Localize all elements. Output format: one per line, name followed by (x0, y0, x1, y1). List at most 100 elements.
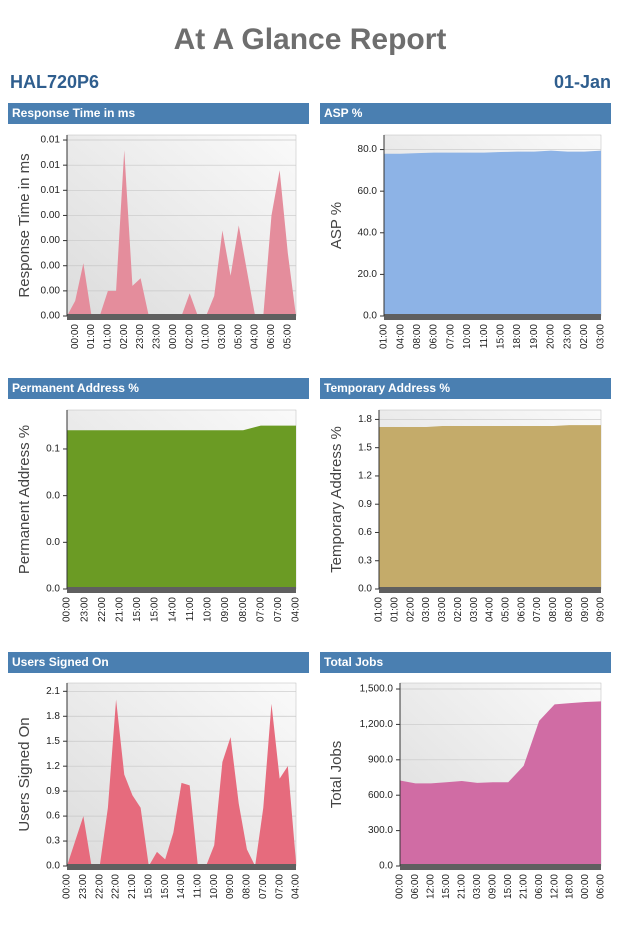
x-tick-label: 23:00 (562, 324, 573, 349)
y-tick-label: 0.9 (46, 786, 60, 797)
x-tick-label: 15:00 (132, 597, 143, 622)
x-tick-label: 20:00 (546, 324, 557, 349)
x-tick-label: 05:00 (282, 324, 293, 349)
y-tick-label: 1.5 (46, 736, 60, 747)
x-tick-label: 08:00 (412, 324, 423, 349)
y-tick-label: 1.8 (46, 711, 60, 722)
y-tick-label: 0.01 (41, 135, 61, 146)
x-tick-label: 07:00 (445, 324, 456, 349)
y-tick-label: 0.0 (358, 584, 372, 595)
panel-title: Response Time in ms (12, 106, 135, 120)
x-tick-label: 08:00 (242, 874, 253, 899)
report-date: 01-Jan (554, 72, 611, 92)
y-tick-label: 0.0 (46, 537, 60, 548)
y-tick-label: 0.0 (46, 584, 60, 595)
area (67, 699, 296, 866)
panel-header (8, 378, 309, 399)
x-tick-label: 09:00 (596, 597, 607, 622)
y-axis-title: Users Signed On (16, 717, 33, 831)
y-tick-label: 1,500.0 (360, 684, 394, 695)
x-tick-label: 03:00 (421, 597, 432, 622)
y-axis-title: Response Time in ms (16, 153, 33, 297)
y-tick-label: 20.0 (358, 269, 378, 280)
x-tick-label: 09:00 (225, 874, 236, 899)
y-tick-label: 300.0 (368, 825, 393, 836)
x-tick-label: 02:00 (405, 597, 416, 622)
y-tick-label: 0.01 (41, 185, 61, 196)
x-tick-label: 07:00 (274, 874, 285, 899)
x-tick-label: 05:00 (500, 597, 511, 622)
y-tick-label: 0.00 (41, 311, 61, 322)
area (67, 425, 296, 589)
x-tick-label: 08:00 (548, 597, 559, 622)
y-tick-label: 1.5 (358, 442, 372, 453)
x-tick-label: 02:00 (184, 324, 195, 349)
x-tick-label: 10:00 (209, 874, 220, 899)
panel-header (320, 103, 611, 124)
y-tick-label: 0.00 (41, 210, 61, 221)
x-tick-label: 06:00 (410, 874, 421, 899)
y-tick-label: 0.6 (358, 527, 372, 538)
x-tick-label: 06:00 (516, 597, 527, 622)
x-tick-label: 14:00 (176, 874, 187, 899)
x-tick-label: 22:00 (97, 597, 108, 622)
host-name: HAL720P6 (10, 72, 99, 92)
panel-header (8, 652, 309, 673)
x-tick-label: 00:00 (62, 597, 73, 622)
x-tick-label: 23:00 (152, 324, 163, 349)
report-title: At A Glance Report (174, 23, 447, 56)
x-axis-band (400, 864, 601, 870)
x-axis-band (67, 864, 296, 870)
y-tick-label: 40.0 (358, 227, 378, 238)
y-tick-label: 0.6 (46, 811, 60, 822)
panel-header (320, 652, 611, 673)
x-tick-label: 07:00 (532, 597, 543, 622)
x-tick-label: 18:00 (565, 874, 576, 899)
y-axis-title: Total Jobs (328, 741, 345, 809)
x-tick-label: 00:00 (168, 324, 179, 349)
x-axis-band (384, 314, 601, 320)
y-axis-title: Permanent Address % (16, 425, 33, 574)
x-tick-label: 15:00 (503, 874, 514, 899)
area (67, 150, 296, 316)
x-axis-band (67, 587, 296, 593)
x-tick-label: 02:00 (453, 597, 464, 622)
x-tick-label: 00:00 (70, 324, 81, 349)
x-tick-label: 19:00 (529, 324, 540, 349)
x-tick-label: 15:00 (143, 874, 154, 899)
x-tick-label: 03:00 (217, 324, 228, 349)
panel-title: ASP % (324, 106, 363, 120)
x-tick-label: 03:00 (437, 597, 448, 622)
y-tick-label: 0.00 (41, 286, 61, 297)
panel-title: Permanent Address % (12, 381, 139, 395)
x-tick-label: 10:00 (203, 597, 214, 622)
x-tick-label: 12:00 (549, 874, 560, 899)
x-tick-label: 06:00 (429, 324, 440, 349)
x-tick-label: 23:00 (78, 874, 89, 899)
x-tick-label: 04:00 (395, 324, 406, 349)
y-tick-label: 1.2 (46, 761, 60, 772)
x-tick-label: 11:00 (192, 874, 203, 899)
x-tick-label: 00:00 (395, 874, 406, 899)
x-tick-label: 11:00 (479, 324, 490, 349)
x-tick-label: 15:00 (150, 597, 161, 622)
x-tick-label: 08:00 (564, 597, 575, 622)
x-tick-label: 09:00 (487, 874, 498, 899)
panel-title: Users Signed On (12, 655, 109, 669)
x-tick-label: 08:00 (238, 597, 249, 622)
x-tick-label: 04:00 (291, 874, 302, 899)
x-tick-label: 21:00 (456, 874, 467, 899)
x-tick-label: 15:00 (495, 324, 506, 349)
x-tick-label: 01:00 (379, 324, 390, 349)
x-tick-label: 05:00 (233, 324, 244, 349)
y-tick-label: 80.0 (358, 144, 378, 155)
x-tick-label: 09:00 (580, 597, 591, 622)
y-tick-label: 1.2 (358, 471, 372, 482)
y-tick-label: 60.0 (358, 186, 378, 197)
y-tick-label: 2.1 (46, 686, 60, 697)
x-tick-label: 01:00 (389, 597, 400, 622)
x-tick-label: 09:00 (220, 597, 231, 622)
panel-title: Temporary Address % (324, 381, 450, 395)
x-tick-label: 04:00 (485, 597, 496, 622)
